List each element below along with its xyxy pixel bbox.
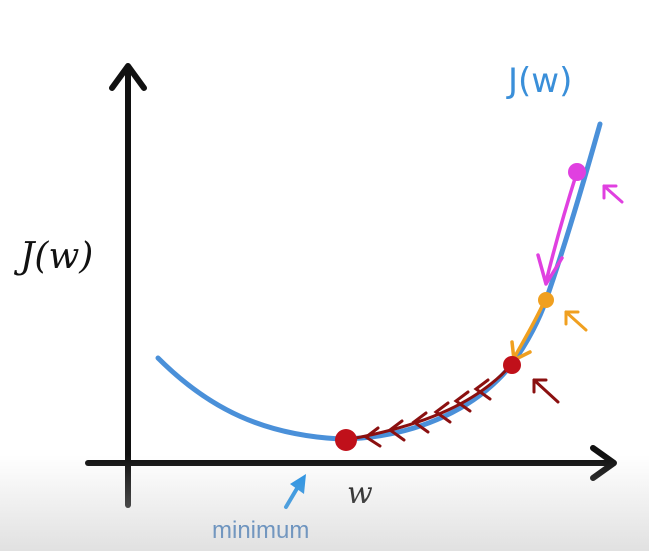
gradient-step-pink [536,171,579,286]
red-pointer-arrowhead [532,378,548,394]
orange-pointer-arrow [564,310,588,332]
pink-point [568,163,586,181]
minimum-label: minimum [212,517,309,544]
red-chevron [453,390,472,413]
pink-pointer-arrow [602,184,624,204]
orange-step-path [512,299,547,359]
orange-point [538,292,554,308]
y-axis-arrowhead [109,63,147,91]
pointer-arrows [532,184,624,404]
pink-step-arrowhead [536,253,564,286]
gradient-step-orange [510,299,547,362]
red-chevron [387,419,406,442]
gradient-steps-red [344,363,514,448]
red-chevron [433,401,452,424]
orange-pointer-arrowhead [564,310,580,326]
red-step-path [344,363,514,442]
pink-pointer-arrowhead [602,184,618,200]
curve-label: J(w) [506,61,572,101]
cost-curve [155,121,603,442]
red-chevron [411,411,430,434]
minimum-arrow [284,474,306,509]
pink-step-path [544,171,579,283]
minimum-point [335,429,357,451]
y-axis-label: J(w) [13,236,93,277]
red-point [503,356,521,374]
minimum-arrow-head [290,474,306,494]
red-pointer-arrow [532,378,560,404]
x-axis-label: w [347,476,373,511]
red-chevron [473,378,492,401]
red-chevron [363,426,382,448]
